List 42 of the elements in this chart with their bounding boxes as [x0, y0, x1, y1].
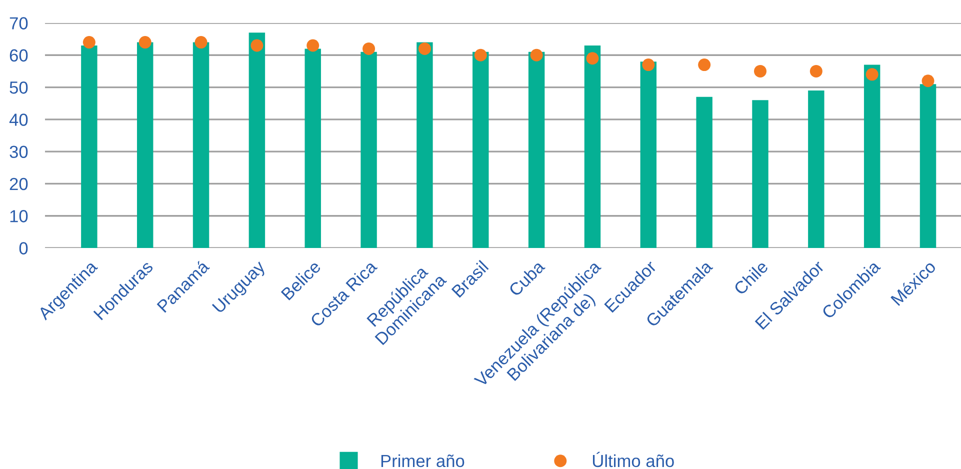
y-tick-label: 40: [9, 114, 28, 126]
bar: [136, 42, 154, 248]
y-tick-label: 10: [10, 210, 28, 222]
point: [642, 58, 655, 72]
bar: [81, 46, 98, 248]
point: [810, 64, 822, 78]
bar: [920, 84, 936, 248]
point: [418, 42, 431, 55]
bar: [584, 46, 601, 248]
bar: [304, 48, 321, 248]
bar: [472, 52, 489, 248]
legend-label: Primer año: [381, 454, 464, 468]
point: [698, 58, 711, 72]
bar: [696, 96, 712, 248]
y-tick-label: 70: [10, 17, 28, 30]
point: [194, 36, 208, 49]
point: [82, 36, 96, 49]
y-tick-label: 30: [10, 146, 28, 158]
y-tick-label: 20: [10, 178, 28, 190]
point: [138, 36, 152, 49]
bar: [248, 32, 266, 248]
bar: [360, 52, 377, 248]
point: [362, 42, 376, 55]
bar: [528, 52, 545, 248]
legend-label: Último año: [592, 452, 674, 468]
point: [922, 74, 934, 88]
point: [586, 52, 599, 65]
y-tick-label: 50: [10, 81, 28, 94]
bar: [192, 42, 210, 248]
point: [866, 68, 878, 81]
bar: [808, 90, 824, 248]
y-tick-label: 0: [19, 242, 28, 254]
point: [754, 64, 766, 78]
bar: [752, 100, 768, 248]
y-tick-label: 60: [10, 49, 28, 62]
point: [474, 48, 487, 62]
bar: [416, 42, 433, 248]
point: [306, 39, 320, 52]
bar: [864, 64, 880, 248]
point: [250, 39, 264, 52]
bar: [640, 62, 657, 248]
point: [530, 48, 543, 62]
